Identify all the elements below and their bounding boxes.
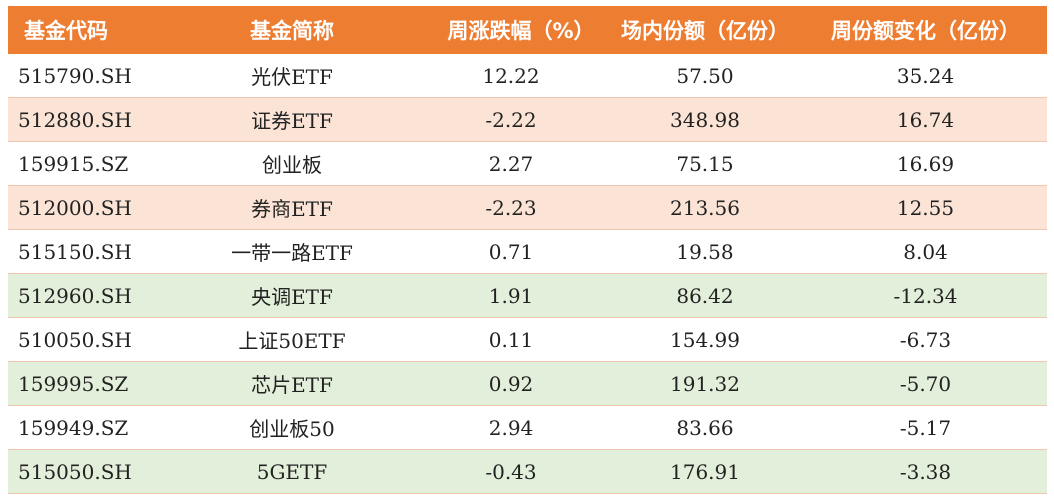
weekly-change-cell: -2.22 <box>485 107 537 132</box>
share-change-cell: -5.70 <box>899 371 952 396</box>
weekly-change-cell: 0.11 <box>488 327 534 352</box>
shares-cell: 75.15 <box>676 151 734 176</box>
share-change-cell: 16.69 <box>896 151 955 176</box>
table-row: 515050.SH 5GETF -0.43 176.91 -3.38 <box>8 450 1047 494</box>
share-change-cell: 16.74 <box>896 107 955 132</box>
fund-code-cell: 159995.SZ <box>18 371 129 396</box>
table-row: 512000.SH 券商ETF -2.23 213.56 12.55 <box>8 186 1047 230</box>
shares-cell: 86.42 <box>676 283 734 308</box>
fund-name-cell: 证券ETF <box>251 109 333 133</box>
shares-cell: 213.56 <box>670 195 740 220</box>
weekly-change-cell: 2.94 <box>488 415 534 440</box>
share-change-cell: 8.04 <box>903 239 948 264</box>
fund-name-cell: 券商ETF <box>251 197 333 221</box>
shares-cell: 191.32 <box>670 371 740 396</box>
weekly-change-cell: 0.71 <box>488 239 534 264</box>
share-change-cell: -12.34 <box>893 283 958 308</box>
share-change-cell: -5.17 <box>899 415 952 440</box>
weekly-change-cell: 1.91 <box>488 283 534 308</box>
shares-cell: 19.58 <box>676 239 734 264</box>
weekly-change-cell: -2.23 <box>485 195 537 220</box>
fund-name-cell: 芯片ETF <box>251 373 333 397</box>
shares-cell: 57.50 <box>676 63 734 88</box>
share-change-cell: -3.38 <box>899 459 952 484</box>
header-shares: 场内份额（亿份） <box>621 19 789 43</box>
shares-cell: 176.91 <box>670 459 740 484</box>
shares-cell: 348.98 <box>670 107 740 132</box>
fund-code-cell: 515790.SH <box>18 63 132 88</box>
fund-code-cell: 512880.SH <box>18 107 132 132</box>
weekly-change-cell: 12.22 <box>482 63 540 88</box>
header-share-change: 周份额变化（亿份） <box>831 19 1020 43</box>
fund-name-cell: 一带一路ETF <box>231 241 353 265</box>
fund-code-cell: 510050.SH <box>18 327 132 352</box>
share-change-cell: 12.55 <box>896 195 955 220</box>
header-weekly-change: 周涨跌幅（%） <box>447 19 595 43</box>
table-row: 510050.SH 上证50ETF 0.11 154.99 -6.73 <box>8 318 1047 362</box>
table-row: 159915.SZ 创业板 2.27 75.15 16.69 <box>8 142 1047 186</box>
share-change-cell: -6.73 <box>899 327 952 352</box>
table-row: 159949.SZ 创业板50 2.94 83.66 -5.17 <box>8 406 1047 450</box>
weekly-change-cell: 2.27 <box>488 151 534 176</box>
fund-name-cell: 上证50ETF <box>238 329 346 353</box>
fund-code-cell: 515050.SH <box>18 459 132 484</box>
fund-code-cell: 515150.SH <box>18 239 132 264</box>
fund-name-cell: 央调ETF <box>251 285 333 309</box>
weekly-change-cell: -0.43 <box>485 459 537 484</box>
share-change-cell: 35.24 <box>896 63 955 88</box>
fund-name-cell: 创业板50 <box>249 417 335 441</box>
table-body: 515790.SH 光伏ETF 12.22 57.50 35.24 512880.SH 证券… <box>8 54 1047 494</box>
weekly-change-cell: 0.92 <box>488 371 534 396</box>
table-row: 512880.SH 证券ETF -2.22 348.98 16.74 <box>8 98 1047 142</box>
header-fund-code: 基金代码 <box>24 19 108 43</box>
fund-code-cell: 512000.SH <box>18 195 132 220</box>
shares-cell: 83.66 <box>676 415 734 440</box>
fund-code-cell: 512960.SH <box>18 283 132 308</box>
table-row: 515790.SH 光伏ETF 12.22 57.50 35.24 <box>8 54 1047 98</box>
fund-code-cell: 159915.SZ <box>18 151 129 176</box>
fund-name-cell: 光伏ETF <box>251 65 333 89</box>
table-row: 512960.SH 央调ETF 1.91 86.42 -12.34 <box>8 274 1047 318</box>
fund-name-cell: 创业板 <box>262 153 322 177</box>
fund-name-cell: 5GETF <box>256 459 328 484</box>
table-row: 159995.SZ 芯片ETF 0.92 191.32 -5.70 <box>8 362 1047 406</box>
fund-table: 基金代码 基金简称 周涨跌幅（%） 场内份额（亿份） 周份额变化（亿份） 515… <box>8 6 1047 494</box>
header-fund-name: 基金简称 <box>250 19 334 43</box>
fund-code-cell: 159949.SZ <box>18 415 129 440</box>
table-row: 515150.SH 一带一路ETF 0.71 19.58 8.04 <box>8 230 1047 274</box>
table-header: 基金代码 基金简称 周涨跌幅（%） 场内份额（亿份） 周份额变化（亿份） <box>8 6 1047 54</box>
shares-cell: 154.99 <box>670 327 740 352</box>
